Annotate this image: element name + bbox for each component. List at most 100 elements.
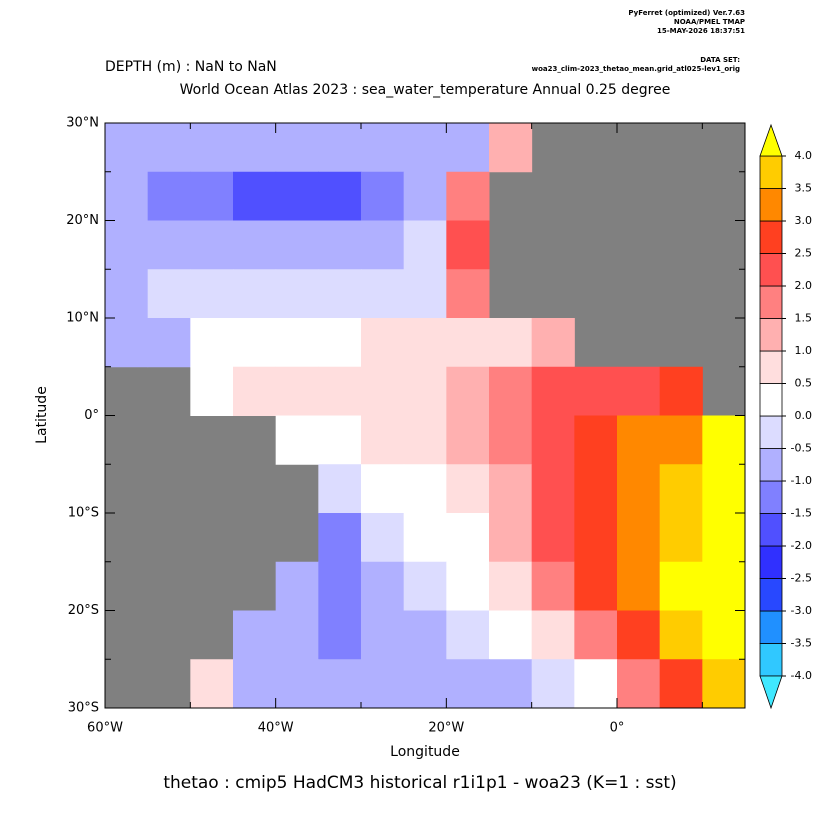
cell [446,366,490,416]
cell [446,610,490,660]
cell [190,220,234,270]
dataset-name: woa23_clim-2023_thetao_mean.grid_atl025-… [532,65,740,73]
x-tick-label: 0° [610,721,625,736]
colorbar-segment [759,188,783,222]
cell [190,123,234,173]
cell [489,415,533,465]
cell [574,366,618,416]
cell [233,171,277,221]
cell [318,659,362,709]
cell [659,561,703,611]
cell [531,610,575,660]
cell [489,610,533,660]
cell [574,659,618,709]
colorbar-label: -2.5 [791,572,812,585]
colorbar-segment [759,480,783,514]
cell [531,464,575,514]
x-tick-label: 20°W [428,721,464,736]
cell [617,659,661,709]
cell [147,269,191,319]
cell [489,513,533,563]
cell [403,171,447,221]
colorbar-segment [759,643,783,677]
cell [702,464,746,514]
colorbar-label: 3.0 [795,214,813,227]
cell [531,415,575,465]
cell [489,123,533,173]
cell [275,123,319,173]
cell [446,561,490,611]
cell [361,123,405,173]
cell [702,415,746,465]
cell [446,318,490,368]
cell [318,464,362,514]
cell [318,415,362,465]
cell [275,610,319,660]
cell [105,269,149,319]
colorbar: -4.0 -3.5 -3.0 -2.5 -2.0 -1.5 -1.0 -0.5 0.0 0.5 1.… [759,123,813,710]
cell [403,659,447,709]
cell [233,659,277,709]
colorbar-segment [759,578,783,612]
cell [403,561,447,611]
cell [190,366,234,416]
colorbar-segment [759,318,783,352]
cell [617,366,661,416]
cell [361,171,405,221]
cell [361,269,405,319]
cell [233,610,277,660]
colorbar-label: 1.0 [795,344,813,357]
cell [361,464,405,514]
cell [361,366,405,416]
cell [233,123,277,173]
colorbar-label: -1.0 [791,474,812,487]
cell [105,171,149,221]
colorbar-segment [759,383,783,417]
cell [318,561,362,611]
colorbar-segment [759,415,783,449]
cell [489,464,533,514]
cell [574,513,618,563]
colorbar-segment [759,350,783,384]
cell [403,464,447,514]
footer: thetao : cmip5 HadCM3 historical r1i1p1 … [163,773,676,793]
cell [233,269,277,319]
cell [275,171,319,221]
cell [403,318,447,368]
cell [403,366,447,416]
cell [531,659,575,709]
cell [659,464,703,514]
colorbar-label: -2.0 [791,539,812,552]
cell [275,220,319,270]
cell [489,318,533,368]
y-tick-label: 10°S [68,506,99,521]
cell [275,659,319,709]
cell [403,513,447,563]
cell [403,610,447,660]
colorbar-segment [759,610,783,644]
cell [403,415,447,465]
cell [702,610,746,660]
header-line: PyFerret (optimized) Ver.7.63 [628,9,745,17]
cell [403,123,447,173]
cell [446,513,490,563]
cell [361,513,405,563]
cell [233,318,277,368]
colorbar-segment [759,155,783,189]
cell [147,171,191,221]
cell [574,561,618,611]
cell [318,366,362,416]
cell [190,269,234,319]
cell [318,220,362,270]
cell [659,610,703,660]
y-tick-label: 30°N [66,116,99,131]
cell [574,464,618,514]
cell [361,415,405,465]
cell [361,318,405,368]
cell [617,610,661,660]
cell [659,513,703,563]
y-tick-label: 20°N [66,213,99,228]
colorbar-label: 2.0 [795,279,813,292]
cell [617,415,661,465]
